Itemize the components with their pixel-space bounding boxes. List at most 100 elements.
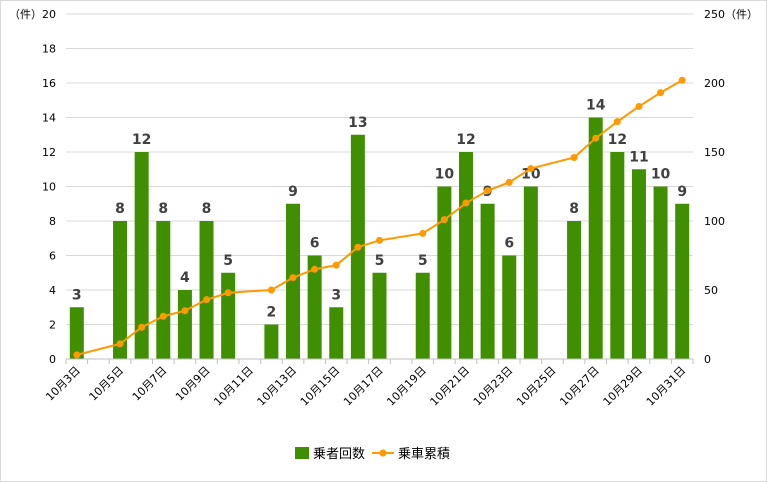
bar-data-label: 12: [456, 132, 475, 148]
line-point: [613, 118, 621, 126]
bar: [199, 221, 214, 359]
y-right-tick-label: 0: [704, 353, 711, 366]
y-left-tick-label: 0: [49, 353, 56, 366]
bar-data-label: 10: [435, 167, 455, 183]
bar-data-label: 4: [180, 270, 190, 286]
y-right-tick-label: 50: [704, 284, 718, 297]
line-point: [332, 261, 340, 269]
x-tick-label: 10月11日: [211, 364, 256, 409]
line-point: [419, 229, 427, 237]
bar: [286, 203, 301, 359]
bar-data-label: 14: [586, 98, 606, 114]
bar-data-label: 3: [72, 287, 82, 303]
bar: [588, 117, 603, 359]
bar-data-label: 13: [348, 115, 367, 131]
bar-data-label: 5: [375, 253, 385, 269]
bar: [113, 221, 128, 359]
line-point: [181, 307, 189, 315]
bar-data-label: 8: [569, 201, 579, 217]
x-tick-label: 10月3日: [43, 364, 83, 404]
bar-data-label: 6: [504, 236, 514, 252]
line-point: [311, 265, 319, 273]
bar: [307, 255, 322, 359]
bar: [437, 186, 452, 359]
bar-data-label: 9: [677, 184, 687, 200]
line-point: [376, 236, 383, 244]
bar: [372, 272, 387, 359]
line-point: [484, 187, 492, 195]
bar: [631, 169, 646, 359]
bar: [156, 221, 171, 359]
bar-data-label: 5: [418, 253, 428, 269]
bar: [329, 307, 344, 359]
bar-data-label: 3: [331, 287, 341, 303]
bar-data-label: 11: [629, 149, 648, 165]
bar: [523, 186, 538, 359]
y-left-tick-label: 6: [49, 250, 56, 263]
bar: [221, 272, 236, 359]
legend-label: 乗者回数: [313, 447, 365, 462]
bar-data-label: 10: [651, 167, 671, 183]
y-left-tick-label: 8: [49, 215, 56, 228]
bar-data-label: 8: [202, 201, 212, 217]
bar: [264, 324, 279, 359]
line-point: [657, 89, 665, 97]
line-point: [159, 312, 167, 320]
line-point: [267, 286, 275, 294]
line-point: [527, 165, 535, 173]
y-left-tick-label: 2: [49, 319, 56, 332]
line-point: [116, 340, 124, 348]
bar: [415, 272, 430, 359]
y-right-tick-label: 200: [704, 77, 725, 90]
x-tick-label: 10月21日: [428, 364, 473, 409]
bar-data-label: 6: [310, 236, 320, 252]
line-point: [592, 134, 600, 142]
bar: [480, 203, 495, 359]
line-point: [635, 102, 643, 110]
bar-data-label: 8: [115, 201, 125, 217]
y-right-tick-label: 150: [704, 146, 725, 159]
x-tick-label: 10月19日: [384, 364, 429, 409]
line-point: [138, 323, 146, 331]
legend-label: 乗車累積: [398, 447, 450, 462]
x-tick-label: 10月13日: [255, 364, 300, 409]
line-point: [354, 243, 362, 251]
legend-bar-swatch: [295, 447, 309, 459]
x-tick-label: 10月23日: [471, 364, 516, 409]
bar-data-label: 8: [158, 201, 168, 217]
y-left-tick-label: 12: [42, 146, 56, 159]
line-point: [678, 76, 686, 84]
bar: [610, 152, 625, 359]
bar-data-label: 2: [267, 305, 277, 321]
bar-data-label: 5: [223, 253, 233, 269]
bar-data-label: 12: [132, 132, 151, 148]
y-right-tick-label: 100: [704, 215, 725, 228]
x-tick-label: 10月31日: [644, 364, 689, 409]
y-left-tick-label: 16: [42, 77, 56, 90]
line-point: [73, 351, 81, 359]
bar: [177, 290, 192, 359]
bar: [567, 221, 582, 359]
x-tick-label: 10月17日: [341, 364, 386, 409]
y-left-tick-label: 4: [49, 284, 56, 297]
line-point: [203, 296, 211, 304]
legend-line-marker: [379, 449, 387, 457]
bar-data-label: 12: [608, 132, 627, 148]
x-tick-label: 10月29日: [601, 364, 646, 409]
bar: [502, 255, 517, 359]
bar: [458, 152, 473, 359]
bar-data-label: 9: [288, 184, 298, 200]
x-tick-label: 10月9日: [173, 364, 213, 404]
line-point: [570, 154, 578, 162]
x-tick-label: 10月7日: [130, 364, 170, 404]
y-left-tick-label: 10: [42, 181, 56, 194]
y-left-tick-label: 14: [42, 112, 56, 125]
line-point: [462, 199, 470, 207]
y-left-tick-label: （件）20: [9, 8, 56, 21]
y-right-tick-label: 250（件）: [704, 8, 758, 21]
x-tick-label: 10月5日: [87, 364, 127, 404]
bar: [675, 203, 690, 359]
x-tick-label: 10月25日: [514, 364, 559, 409]
bar: [69, 307, 84, 359]
